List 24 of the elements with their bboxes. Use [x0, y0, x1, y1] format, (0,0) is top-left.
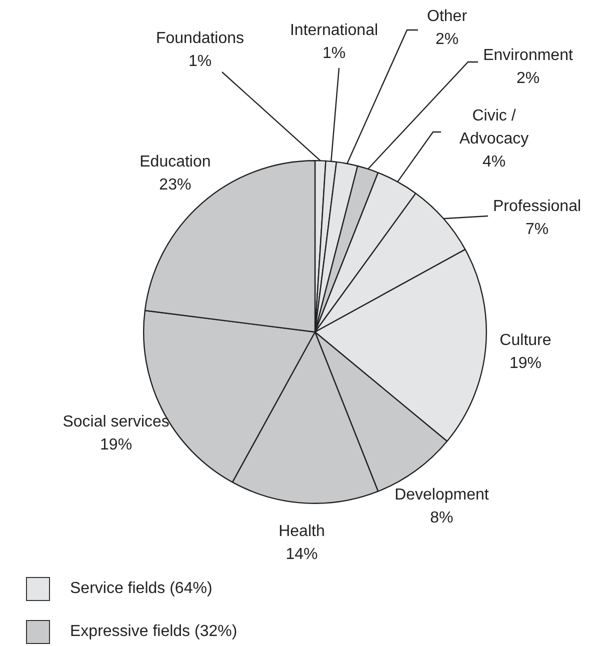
data-label: 1% [322, 44, 346, 62]
data-label: 19% [509, 354, 542, 372]
slice-label: Social services [62, 413, 170, 430]
slice-label: Other [426, 8, 468, 25]
slice-label: Development [394, 486, 490, 504]
data-label: 2% [516, 70, 540, 87]
slice-label: Health [278, 522, 325, 540]
data-label: 19% [100, 436, 132, 454]
data-label: 4% [482, 153, 506, 170]
data-label: 23% [159, 176, 192, 194]
slice-label: Civic / Advocacy [459, 107, 529, 148]
text: Expressive fields (32%) [70, 623, 238, 641]
slice-label: International [290, 22, 378, 39]
data-label: 2% [435, 30, 459, 48]
slice-label: Culture [500, 332, 552, 349]
data-label: 8% [430, 509, 454, 526]
data-label: 14% [286, 546, 318, 563]
slice-label: Education [140, 153, 211, 170]
text: Service fields (64%) [70, 580, 212, 598]
slice-label: Professional [492, 198, 582, 215]
data-label: 1% [188, 52, 212, 70]
slice-label: Foundations [156, 30, 244, 47]
data-label: 7% [525, 220, 549, 238]
slice-label: Environment [483, 46, 574, 64]
